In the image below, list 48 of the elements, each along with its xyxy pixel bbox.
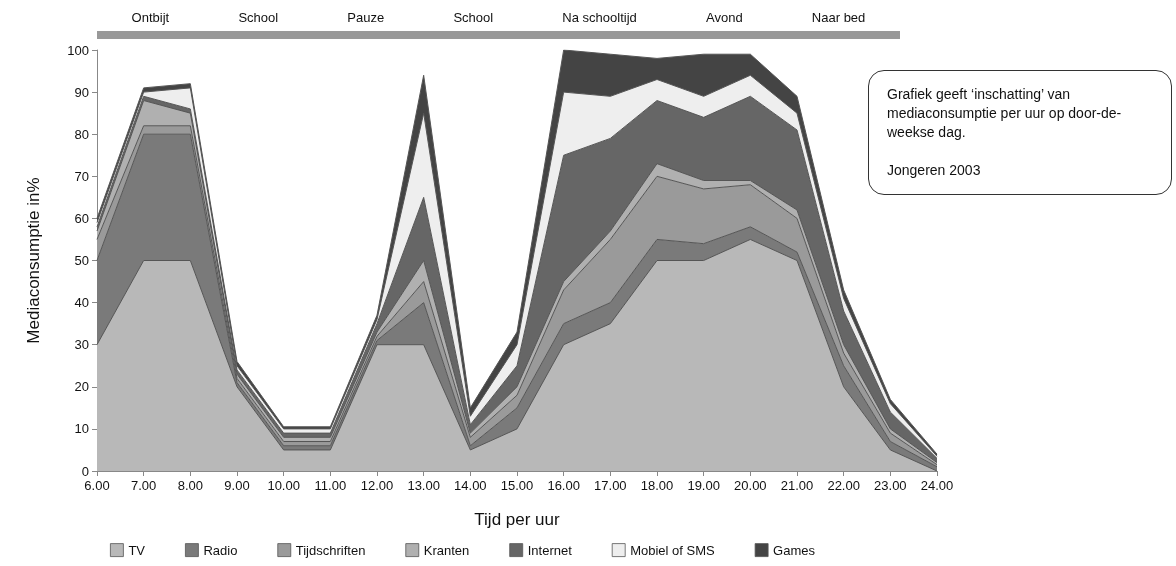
y-tick-label: 50: [74, 253, 89, 268]
legend-label: Tijdschriften: [295, 542, 366, 558]
x-tick-label: 19.00: [687, 478, 720, 493]
annotation: Jongeren 2003: [887, 161, 982, 180]
legend-label: Internet: [527, 542, 573, 558]
x-tick-label: 10.00: [267, 478, 300, 493]
text: Ontbijt: [131, 10, 170, 25]
x-axis-title: Tijd per uur: [474, 510, 561, 529]
y-tick-label: 10: [74, 421, 89, 437]
x-tick-label: 17.00: [594, 478, 627, 493]
x-tick-label: 8.00: [177, 478, 203, 493]
x-tick-label: 18.00: [640, 478, 674, 493]
annotation: Grafiek geeft ‘inschatting’ van mediaconsumptie per uur op door-de-weekse dag.: [887, 85, 1123, 142]
x-tick-label: 24.00: [920, 478, 954, 493]
y-tick-label: 20: [74, 379, 89, 395]
text: Naar bed: [811, 10, 866, 25]
x-tick-label: 16.00: [547, 478, 580, 493]
y-axis-title: Mediaconsumptie in%: [24, 177, 43, 344]
text: Avond: [706, 10, 743, 25]
x-tick-label: 15.00: [500, 478, 534, 493]
x-tick-label: 20.00: [734, 478, 767, 493]
x-tick-label: 21.00: [780, 478, 814, 493]
legend-label: Radio: [203, 542, 238, 558]
text: School: [238, 10, 279, 25]
x-tick-label: 22.00: [827, 478, 860, 493]
y-tick-label: 90: [74, 84, 89, 100]
x-tick-label: 7.00: [131, 478, 157, 493]
x-tick-label: 23.00: [874, 478, 907, 493]
x-tick-label: 9.00: [224, 478, 250, 493]
legend-label: Mobiel of SMS: [630, 542, 716, 558]
x-tick-label: 12.00: [360, 478, 394, 493]
x-tick-label: 6.00: [84, 478, 110, 493]
legend-label: TV: [128, 542, 146, 558]
y-tick-label: 80: [74, 126, 89, 142]
y-tick-label: 100: [67, 42, 89, 58]
legend-label: Kranten: [423, 542, 470, 558]
legend-label: Games: [773, 542, 816, 558]
y-tick-label: 70: [74, 168, 89, 184]
x-tick-label: 14.00: [454, 478, 487, 493]
x-tick-label: 11.00: [314, 478, 347, 493]
y-tick-label: 60: [74, 210, 89, 226]
x-tick-label: 13.00: [407, 478, 440, 493]
y-tick-label: 0: [81, 463, 89, 479]
text: Na schooltijd: [562, 10, 637, 25]
y-tick-label: 40: [74, 295, 89, 311]
y-tick-label: 30: [74, 337, 89, 353]
text: School: [453, 10, 494, 25]
text: Pauze: [347, 10, 385, 25]
